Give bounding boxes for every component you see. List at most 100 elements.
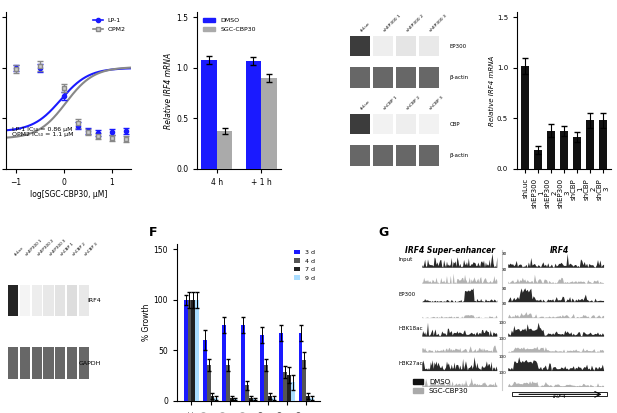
Bar <box>188 299 191 401</box>
Bar <box>306 396 310 401</box>
Text: shCBP 3: shCBP 3 <box>429 96 444 111</box>
Bar <box>419 36 439 56</box>
Text: shCBP 1: shCBP 1 <box>383 96 399 111</box>
Bar <box>395 145 416 166</box>
Bar <box>395 114 416 135</box>
Bar <box>210 396 214 401</box>
Text: C: C <box>331 0 340 3</box>
Bar <box>43 285 54 316</box>
Bar <box>419 114 439 135</box>
Bar <box>573 137 581 169</box>
Bar <box>8 347 19 379</box>
Legend: DMSO, SGC-CBP30: DMSO, SGC-CBP30 <box>201 16 259 34</box>
Bar <box>67 347 77 379</box>
Bar <box>20 285 30 316</box>
Bar <box>246 61 261 169</box>
Bar <box>195 299 199 401</box>
Bar <box>350 36 370 56</box>
Bar <box>287 375 291 401</box>
Text: 30: 30 <box>502 252 507 256</box>
Bar <box>67 285 77 316</box>
Bar <box>245 385 249 401</box>
Legend: 3 d, 4 d, 7 d, 9 d: 3 d, 4 d, 7 d, 9 d <box>291 247 317 283</box>
Bar <box>280 333 283 401</box>
Bar <box>599 121 607 169</box>
Bar <box>230 398 233 401</box>
Bar <box>283 373 287 401</box>
Bar <box>249 398 252 401</box>
Bar <box>241 325 245 401</box>
Text: shEP300 3: shEP300 3 <box>429 14 448 33</box>
Bar <box>419 67 439 88</box>
Y-axis label: % Growth: % Growth <box>142 304 151 341</box>
Bar <box>373 67 393 88</box>
Y-axis label: Relative IRF4 mRNA: Relative IRF4 mRNA <box>164 52 173 129</box>
Bar <box>201 60 217 169</box>
Bar <box>373 36 393 56</box>
Bar <box>203 340 207 401</box>
Bar <box>55 285 65 316</box>
Text: shCBP 2: shCBP 2 <box>406 96 421 111</box>
Text: EP300: EP300 <box>398 292 415 297</box>
Bar <box>207 365 210 401</box>
Text: shCBP 3: shCBP 3 <box>84 242 99 256</box>
Text: shLuc: shLuc <box>360 100 371 111</box>
Bar <box>233 399 238 401</box>
Legend: DMSO, SGC-CBP30: DMSO, SGC-CBP30 <box>410 376 471 397</box>
Text: 100: 100 <box>499 371 507 375</box>
Bar <box>264 365 268 401</box>
Bar <box>395 36 416 56</box>
Text: LP-1 IC₅₀ = 0.86 μM
OPM2 IC₅₀ = 1.1 μM: LP-1 IC₅₀ = 0.86 μM OPM2 IC₅₀ = 1.1 μM <box>12 127 74 138</box>
Text: D: D <box>489 0 499 3</box>
Text: β-actin: β-actin <box>450 153 469 158</box>
Legend: LP-1, OPM2: LP-1, OPM2 <box>91 16 128 34</box>
Bar <box>272 398 276 401</box>
Bar <box>395 67 416 88</box>
Bar <box>31 347 42 379</box>
Text: Input: Input <box>398 257 412 262</box>
Bar <box>78 347 89 379</box>
Text: CBP: CBP <box>450 122 460 127</box>
Bar <box>291 382 295 401</box>
Bar <box>512 392 607 396</box>
Bar <box>217 131 233 169</box>
Text: IRF4 Super-enhancer: IRF4 Super-enhancer <box>405 246 495 255</box>
Bar <box>521 66 529 169</box>
Text: 30: 30 <box>502 268 507 272</box>
Bar <box>350 114 370 135</box>
Text: shEP300 1: shEP300 1 <box>25 239 43 256</box>
Bar <box>373 145 393 166</box>
Bar <box>184 299 188 401</box>
Y-axis label: Relative IRF4 mRNA: Relative IRF4 mRNA <box>489 55 495 126</box>
Text: shCBP 2: shCBP 2 <box>72 242 87 256</box>
Bar <box>310 398 314 401</box>
Text: 100: 100 <box>499 321 507 325</box>
Text: 30: 30 <box>502 287 507 291</box>
Bar <box>586 121 594 169</box>
Bar <box>78 285 89 316</box>
Bar <box>252 399 257 401</box>
Bar <box>8 285 19 316</box>
Bar <box>534 150 542 169</box>
Text: shLuc: shLuc <box>360 21 371 33</box>
Text: H3K18ac: H3K18ac <box>398 326 423 331</box>
Bar <box>560 131 568 169</box>
Text: shEP300 2: shEP300 2 <box>406 14 424 33</box>
Text: F: F <box>149 226 157 239</box>
Bar <box>547 131 555 169</box>
Bar <box>191 299 195 401</box>
Text: shEP300 1: shEP300 1 <box>383 14 402 33</box>
Bar <box>373 114 393 135</box>
Bar <box>222 325 226 401</box>
Bar <box>268 396 272 401</box>
Bar <box>261 78 277 169</box>
Bar <box>55 347 65 379</box>
Bar <box>350 145 370 166</box>
Bar <box>226 365 230 401</box>
Text: IRF4: IRF4 <box>552 394 566 399</box>
Text: B: B <box>176 0 186 3</box>
Text: H3K27ac: H3K27ac <box>398 361 423 366</box>
Text: 100: 100 <box>499 356 507 359</box>
Text: shCBP 1: shCBP 1 <box>60 242 75 256</box>
Bar <box>214 398 218 401</box>
